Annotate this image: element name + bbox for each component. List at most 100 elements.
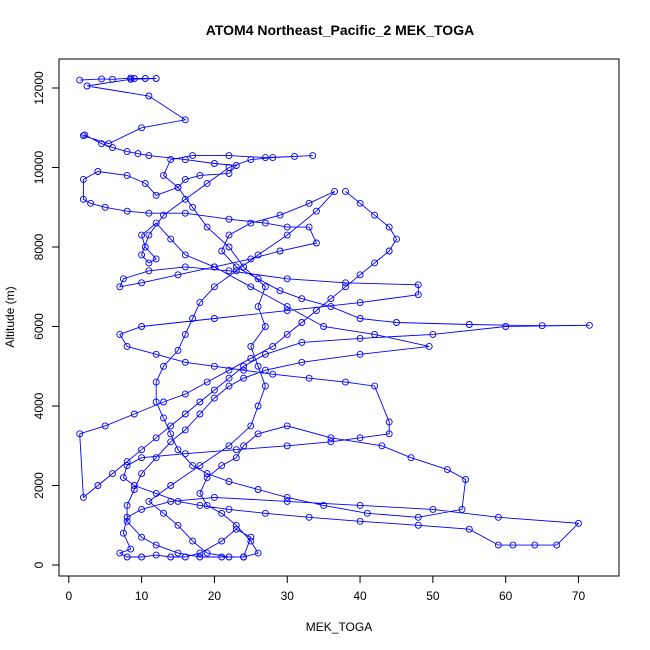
data-point — [494, 513, 502, 521]
data-point — [465, 525, 473, 533]
data-point — [553, 541, 561, 549]
data-point — [254, 486, 262, 493]
data-point — [119, 474, 127, 482]
data-point — [181, 251, 189, 259]
data-point — [210, 394, 218, 402]
data-point — [123, 342, 131, 350]
data-point — [123, 553, 131, 561]
data-point — [269, 154, 277, 162]
data-point — [261, 350, 269, 358]
data-point — [531, 541, 539, 549]
data-point — [189, 462, 197, 470]
data-point — [312, 207, 320, 215]
data-point — [138, 505, 146, 513]
data-point — [443, 466, 451, 474]
data-point — [196, 398, 204, 406]
data-point — [123, 458, 131, 466]
data-point — [225, 505, 233, 513]
data-point — [232, 521, 240, 529]
y-tick-label: 2000 — [32, 472, 46, 499]
data-point — [152, 454, 160, 462]
data-point — [225, 164, 233, 171]
data-point — [79, 175, 87, 183]
data-point — [210, 315, 218, 322]
data-point — [203, 501, 211, 509]
data-point — [174, 446, 182, 454]
data-point — [138, 251, 146, 259]
data-point — [210, 160, 218, 167]
data-point — [261, 323, 269, 330]
data-point — [283, 303, 291, 311]
data-point — [174, 271, 182, 279]
data-point — [225, 231, 233, 239]
y-tick-label: 12000 — [32, 71, 46, 105]
data-point — [298, 295, 306, 303]
data-point — [225, 243, 233, 251]
data-point — [123, 513, 131, 521]
data-point — [298, 338, 306, 346]
x-tick-label: 40 — [353, 589, 367, 603]
data-point — [152, 219, 160, 227]
data-point — [342, 187, 349, 195]
data-point — [225, 267, 233, 275]
x-axis-label: MEK_TOGA — [306, 620, 372, 634]
data-point — [196, 462, 204, 470]
data-point — [152, 489, 160, 497]
data-point — [575, 519, 582, 527]
data-point — [210, 493, 218, 501]
data-point — [152, 378, 160, 386]
data-point — [109, 144, 116, 152]
data-point — [305, 199, 313, 207]
data-point — [160, 509, 167, 517]
data-point — [247, 533, 255, 541]
data-point — [538, 322, 546, 330]
data-point — [385, 430, 393, 438]
data-point — [232, 446, 240, 454]
data-point — [247, 255, 255, 263]
data-point — [152, 398, 160, 406]
data-point — [225, 366, 233, 374]
data-point — [130, 482, 138, 489]
data-point — [138, 231, 146, 239]
data-point — [240, 553, 248, 561]
data-point — [76, 76, 84, 84]
data-point — [356, 501, 364, 509]
data-point — [371, 211, 379, 219]
data-point — [269, 370, 277, 378]
data-point — [261, 382, 269, 390]
data-point — [327, 434, 335, 442]
y-axis-label: Altitude (m) — [3, 286, 17, 347]
data-point — [94, 482, 102, 489]
data-point — [225, 382, 233, 390]
data-point — [232, 525, 240, 533]
y-tick-label: 0 — [32, 561, 46, 568]
data-point — [254, 275, 262, 283]
data-point — [181, 175, 189, 183]
data-point — [283, 231, 291, 239]
data-point — [261, 154, 269, 162]
data-point — [225, 152, 233, 160]
data-point — [181, 116, 189, 124]
data-point — [167, 422, 175, 430]
data-point — [81, 131, 89, 139]
data-point — [225, 374, 233, 382]
data-point — [105, 140, 113, 148]
data-point — [160, 171, 167, 179]
y-axis: 0 2000 4000 6000 8000 10000 12000 — [32, 71, 59, 568]
data-point — [145, 231, 153, 239]
data-point — [145, 152, 153, 160]
data-point — [138, 454, 146, 462]
data-point — [79, 493, 87, 501]
data-point — [152, 551, 160, 559]
data-point — [283, 223, 291, 231]
data-point — [356, 199, 364, 207]
data-point — [116, 330, 124, 338]
data-point — [305, 223, 313, 231]
data-point — [283, 307, 291, 315]
data-point — [247, 422, 255, 430]
data-point — [116, 283, 124, 291]
data-point — [283, 275, 291, 283]
data-point — [385, 223, 393, 231]
data-point — [254, 251, 262, 259]
data-point — [160, 414, 167, 422]
